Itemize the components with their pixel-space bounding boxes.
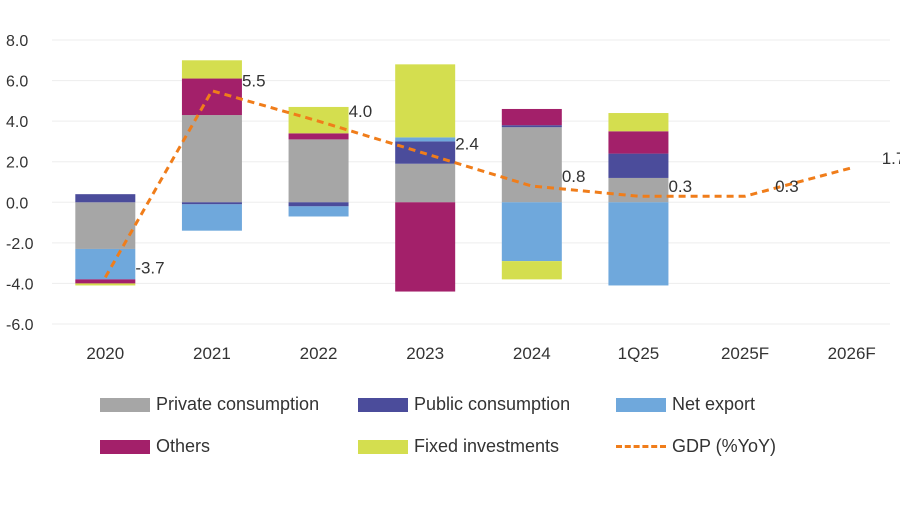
legend-label-fixed-investments: Fixed investments: [414, 436, 560, 456]
y-tick-label: 8.0: [6, 33, 28, 50]
y-tick-label: 6.0: [6, 74, 28, 91]
chart-plot: 8.0 6.0 4.0 2.0 0.0 -2.0 -4.0 -6.0 2020 2021 2022 2…: [6, 33, 900, 363]
x-tick-label: 2022: [300, 344, 338, 363]
legend-label-others: Others: [156, 436, 211, 456]
legend-item-fixed-investments: Fixed investments: [358, 436, 559, 457]
bar-public-consumption: [288, 202, 349, 207]
bar-others: [288, 133, 349, 140]
bar-private-consumption: [501, 127, 562, 203]
x-tick-label: 2023: [406, 344, 444, 363]
bar-others: [75, 279, 136, 284]
bar-fixed-investments: [181, 60, 242, 79]
x-tick-label: 1Q25: [618, 344, 660, 363]
bar-others: [501, 108, 562, 126]
bar-private-consumption: [181, 115, 242, 203]
bar-private-consumption: [608, 177, 669, 203]
legend-swatch-gdp: [616, 445, 666, 448]
gdp-data-label: 2.4: [455, 135, 479, 154]
bar-net-export: [608, 202, 669, 286]
y-tick-label: 2.0: [6, 155, 28, 172]
legend-label-private-consumption: Private consumption: [156, 394, 320, 414]
bar-fixed-investments: [608, 113, 669, 132]
bar-fixed-investments: [501, 261, 562, 280]
y-tick-label: -4.0: [6, 276, 34, 293]
legend-swatch-others: [100, 439, 150, 454]
bar-net-export: [395, 137, 456, 142]
legend-item-net-export: Net export: [616, 394, 755, 415]
bar-others: [181, 78, 242, 116]
bar-fixed-investments: [395, 64, 456, 138]
legend-item-others: Others: [100, 436, 210, 457]
gdp-data-label: 5.5: [242, 72, 266, 91]
gdp-data-label: -3.7: [135, 258, 164, 277]
bar-net-export: [501, 202, 562, 262]
bar-private-consumption: [395, 163, 456, 203]
gdp-data-label: 0.3: [775, 177, 799, 196]
bar-net-export: [181, 204, 242, 231]
bar-net-export: [75, 248, 136, 280]
legend-label-gdp: GDP (%YoY): [672, 436, 777, 456]
bar-others: [395, 202, 456, 292]
legend: Private consumption Public consumption N…: [0, 380, 900, 480]
legend-swatch-private-consumption: [100, 397, 150, 412]
bar-public-consumption: [608, 153, 669, 178]
gdp-data-label: 0.8: [562, 167, 586, 186]
legend-item-gdp: GDP (%YoY): [616, 436, 776, 457]
y-tick-label: 0.0: [6, 195, 28, 212]
bar-others: [608, 131, 669, 154]
y-tick-label: -6.0: [6, 317, 34, 334]
x-tick-label: 2020: [86, 344, 124, 363]
bar-net-export: [288, 206, 349, 217]
gdp-data-label: 1.7: [882, 149, 900, 168]
bar-public-consumption: [181, 202, 242, 205]
gdp-data-label: 0.3: [668, 177, 692, 196]
y-tick-label: -2.0: [6, 236, 34, 253]
bar-public-consumption: [501, 125, 562, 128]
legend-item-public-consumption: Public consumption: [358, 394, 570, 415]
legend-item-private-consumption: Private consumption: [100, 394, 319, 415]
bar-fixed-investments: [75, 283, 136, 286]
y-tick-label: 4.0: [6, 114, 28, 131]
legend-swatch-net-export: [616, 397, 666, 412]
legend-swatch-public-consumption: [358, 397, 408, 412]
x-tick-label: 2025F: [721, 344, 769, 363]
gdp-data-label: 4.0: [349, 102, 373, 121]
x-tick-label: 2026F: [828, 344, 876, 363]
gdp-line: [104, 88, 853, 279]
legend-label-public-consumption: Public consumption: [414, 394, 571, 414]
bar-private-consumption: [288, 139, 349, 203]
x-tick-label: 2021: [193, 344, 231, 363]
x-tick-label: 2024: [513, 344, 551, 363]
bar-public-consumption: [75, 194, 136, 203]
legend-label-net-export: Net export: [672, 394, 756, 414]
legend-swatch-fixed-investments: [358, 439, 408, 454]
